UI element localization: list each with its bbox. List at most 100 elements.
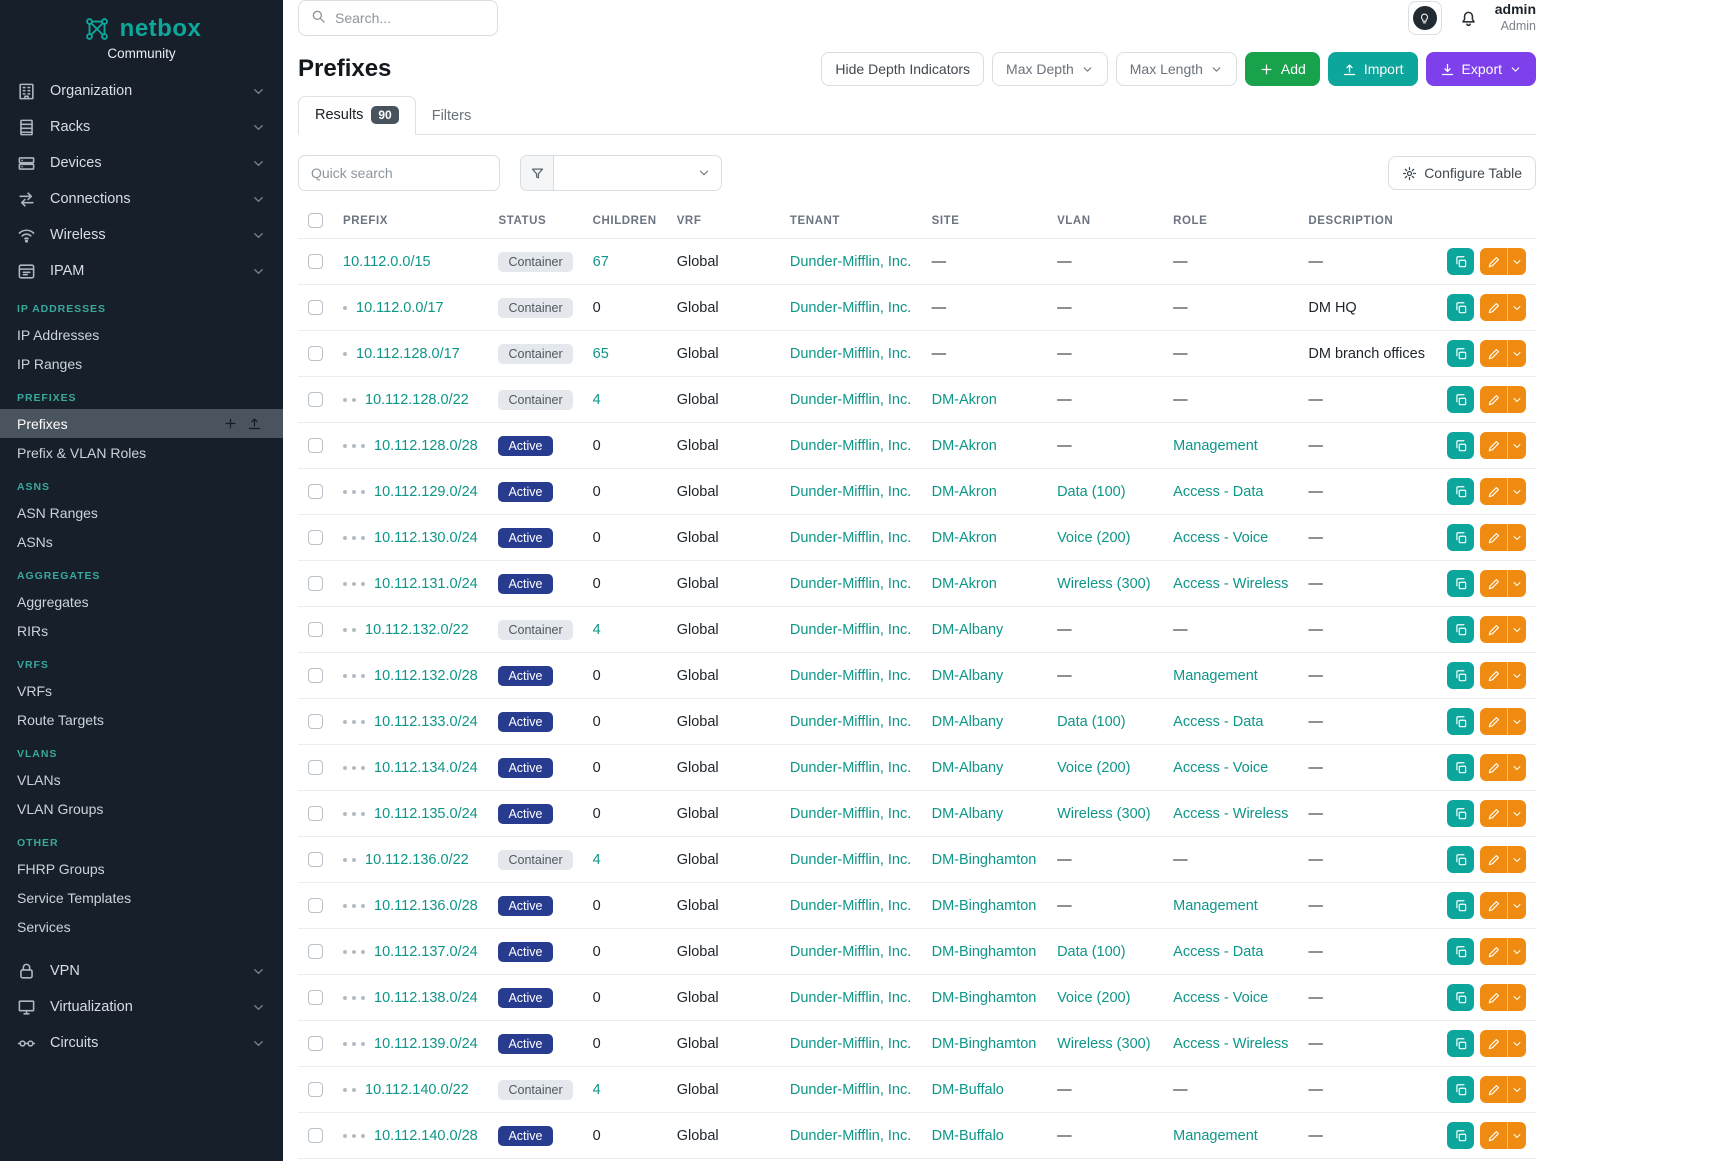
add-button[interactable]: Add xyxy=(1244,52,1320,86)
sidebar-add-prefix-button[interactable] xyxy=(218,412,242,436)
tenant-link[interactable]: Dunder-Mifflin, Inc. xyxy=(789,1127,912,1144)
prefix-link[interactable]: 10.112.130.0/24 xyxy=(374,529,478,546)
edit-button[interactable] xyxy=(1480,294,1507,321)
column-header-vrf[interactable]: VRF xyxy=(676,214,702,227)
edit-button[interactable] xyxy=(1480,386,1507,413)
site-link[interactable]: DM-Albany xyxy=(931,805,1004,822)
children-link[interactable]: 4 xyxy=(592,621,601,638)
copy-button[interactable] xyxy=(1447,754,1474,781)
vlan-link[interactable]: Data (100) xyxy=(1057,943,1126,960)
edit-dropdown-button[interactable] xyxy=(1507,616,1526,643)
edit-button[interactable] xyxy=(1480,248,1507,275)
prefix-link[interactable]: 10.112.138.0/24 xyxy=(374,989,478,1006)
prefix-link[interactable]: 10.112.129.0/24 xyxy=(374,483,478,500)
sidebar-item-ipam[interactable]: IPAM xyxy=(0,253,283,289)
sidebar-item-rirs[interactable]: RIRs xyxy=(0,616,283,645)
site-link[interactable]: DM-Albany xyxy=(931,713,1004,730)
vlan-link[interactable]: Voice (200) xyxy=(1057,759,1131,776)
prefix-link[interactable]: 10.112.133.0/24 xyxy=(374,713,478,730)
edit-button[interactable] xyxy=(1480,800,1507,827)
sidebar-item-ip-ranges[interactable]: IP Ranges xyxy=(0,349,283,378)
theme-toggle-button[interactable] xyxy=(1407,1,1442,35)
copy-button[interactable] xyxy=(1447,1030,1474,1057)
edit-button[interactable] xyxy=(1480,524,1507,551)
vlan-link[interactable]: Wireless (300) xyxy=(1057,1035,1151,1052)
sidebar-item-prefixes[interactable]: Prefixes xyxy=(0,409,283,438)
edit-button[interactable] xyxy=(1480,708,1507,735)
quick-search-input[interactable] xyxy=(298,155,500,191)
row-checkbox[interactable] xyxy=(308,806,323,821)
row-checkbox[interactable] xyxy=(308,484,323,499)
tenant-link[interactable]: Dunder-Mifflin, Inc. xyxy=(789,391,912,408)
children-link[interactable]: 4 xyxy=(592,1081,601,1098)
sidebar-item-vrfs[interactable]: VRFs xyxy=(0,676,283,705)
export-button[interactable]: Export xyxy=(1425,52,1536,86)
edit-dropdown-button[interactable] xyxy=(1507,892,1526,919)
prefix-link[interactable]: 10.112.132.0/22 xyxy=(365,621,469,638)
tenant-link[interactable]: Dunder-Mifflin, Inc. xyxy=(789,667,912,684)
edit-button[interactable] xyxy=(1480,662,1507,689)
site-link[interactable]: DM-Akron xyxy=(931,529,997,546)
role-link[interactable]: Access - Voice xyxy=(1173,759,1269,776)
edit-dropdown-button[interactable] xyxy=(1507,846,1526,873)
edit-button[interactable] xyxy=(1480,754,1507,781)
sidebar-item-circuits[interactable]: Circuits xyxy=(0,1025,283,1061)
prefix-link[interactable]: 10.112.137.0/24 xyxy=(374,943,478,960)
site-link[interactable]: DM-Albany xyxy=(931,621,1004,638)
tenant-link[interactable]: Dunder-Mifflin, Inc. xyxy=(789,851,912,868)
edit-dropdown-button[interactable] xyxy=(1507,1030,1526,1057)
site-link[interactable]: DM-Akron xyxy=(931,437,997,454)
sidebar-item-service-templates[interactable]: Service Templates xyxy=(0,883,283,912)
edit-dropdown-button[interactable] xyxy=(1507,386,1526,413)
row-checkbox[interactable] xyxy=(308,714,323,729)
edit-dropdown-button[interactable] xyxy=(1507,938,1526,965)
role-link[interactable]: Access - Data xyxy=(1173,483,1264,500)
prefix-link[interactable]: 10.112.128.0/22 xyxy=(365,391,469,408)
edit-button[interactable] xyxy=(1480,892,1507,919)
row-checkbox[interactable] xyxy=(308,1128,323,1143)
tenant-link[interactable]: Dunder-Mifflin, Inc. xyxy=(789,621,912,638)
row-checkbox[interactable] xyxy=(308,346,323,361)
children-link[interactable]: 67 xyxy=(592,253,609,270)
children-link[interactable]: 4 xyxy=(592,851,601,868)
tenant-link[interactable]: Dunder-Mifflin, Inc. xyxy=(789,805,912,822)
row-checkbox[interactable] xyxy=(308,760,323,775)
sidebar-item-vlans[interactable]: VLANs xyxy=(0,765,283,794)
edit-dropdown-button[interactable] xyxy=(1507,432,1526,459)
tenant-link[interactable]: Dunder-Mifflin, Inc. xyxy=(789,529,912,546)
sidebar-item-vpn[interactable]: VPN xyxy=(0,953,283,989)
row-checkbox[interactable] xyxy=(308,990,323,1005)
sidebar-item-asns[interactable]: ASNs xyxy=(0,527,283,556)
copy-button[interactable] xyxy=(1447,248,1474,275)
sidebar-item-prefix-vlan-roles[interactable]: Prefix & VLAN Roles xyxy=(0,438,283,467)
tenant-link[interactable]: Dunder-Mifflin, Inc. xyxy=(789,713,912,730)
vlan-link[interactable]: Voice (200) xyxy=(1057,529,1131,546)
edit-dropdown-button[interactable] xyxy=(1507,754,1526,781)
notifications-bell-icon[interactable] xyxy=(1458,8,1479,29)
sidebar-item-connections[interactable]: Connections xyxy=(0,181,283,217)
edit-dropdown-button[interactable] xyxy=(1507,800,1526,827)
site-link[interactable]: DM-Buffalo xyxy=(931,1081,1004,1098)
copy-button[interactable] xyxy=(1447,340,1474,367)
edit-dropdown-button[interactable] xyxy=(1507,1076,1526,1103)
edit-dropdown-button[interactable] xyxy=(1507,1122,1526,1149)
edit-button[interactable] xyxy=(1480,846,1507,873)
role-link[interactable]: Access - Voice xyxy=(1173,529,1269,546)
brand[interactable]: netbox Community xyxy=(0,14,283,61)
sidebar-item-aggregates[interactable]: Aggregates xyxy=(0,587,283,616)
edit-button[interactable] xyxy=(1480,938,1507,965)
children-link[interactable]: 4 xyxy=(592,391,601,408)
prefix-link[interactable]: 10.112.131.0/24 xyxy=(374,575,478,592)
row-checkbox[interactable] xyxy=(308,898,323,913)
edit-dropdown-button[interactable] xyxy=(1507,340,1526,367)
edit-button[interactable] xyxy=(1480,478,1507,505)
sidebar-item-organization[interactable]: Organization xyxy=(0,73,283,109)
role-link[interactable]: Access - Wireless xyxy=(1173,575,1289,592)
edit-button[interactable] xyxy=(1480,616,1507,643)
sidebar-item-route-targets[interactable]: Route Targets xyxy=(0,705,283,734)
column-header-site[interactable]: SITE xyxy=(931,214,960,227)
site-link[interactable]: DM-Albany xyxy=(931,667,1004,684)
copy-button[interactable] xyxy=(1447,1076,1474,1103)
tenant-link[interactable]: Dunder-Mifflin, Inc. xyxy=(789,437,912,454)
site-link[interactable]: DM-Akron xyxy=(931,575,997,592)
